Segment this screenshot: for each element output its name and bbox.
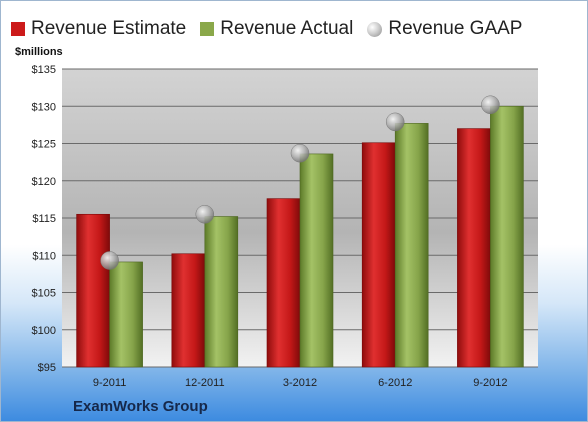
- y-tick-label: $115: [32, 213, 56, 225]
- bar-estimate: [266, 198, 301, 368]
- y-tick-label: $105: [32, 288, 56, 300]
- bar-actual: [394, 123, 429, 368]
- bar-actual: [299, 153, 334, 368]
- y-tick-label: $130: [32, 101, 56, 113]
- legend-label-actual: Revenue Actual: [220, 18, 354, 39]
- gaap-marker: [290, 143, 310, 163]
- gaap-markers: [100, 95, 500, 270]
- bars: [76, 105, 524, 368]
- x-tick-label: 12-2011: [185, 377, 225, 389]
- gaap-marker: [195, 205, 215, 224]
- gaap-marker: [481, 95, 500, 115]
- y-tick-label: $120: [32, 176, 56, 188]
- y-tick-label: $135: [32, 64, 56, 76]
- legend-swatch-actual: [200, 22, 215, 36]
- legend-label-gaap: Revenue GAAP: [388, 18, 523, 39]
- x-tick-label: 9-2011: [93, 377, 126, 389]
- bar-estimate: [76, 213, 110, 368]
- bar-estimate: [361, 142, 396, 368]
- bar-actual: [490, 105, 524, 368]
- x-tick-label: 9-2012: [473, 377, 507, 389]
- legend: Revenue Estimate Revenue Actual Revenue …: [11, 15, 536, 43]
- legend-marker-gaap: [367, 21, 383, 37]
- bar-estimate: [457, 128, 491, 368]
- y-axis-ticks: $95 $100 $105 $110 $115 $120 $125 $130 $135: [32, 64, 56, 374]
- bar-actual: [109, 261, 143, 368]
- company-name: ExamWorks Group: [73, 398, 208, 415]
- legend-label-estimate: Revenue Estimate: [31, 18, 187, 39]
- y-tick-label: $100: [32, 325, 56, 337]
- bar-actual: [204, 216, 239, 368]
- legend-item-gaap: Revenue GAAP: [367, 18, 522, 40]
- x-tick-label: 6-2012: [378, 377, 412, 389]
- y-axis-unit-label: $millions: [15, 46, 63, 58]
- y-tick-label: $125: [32, 139, 56, 151]
- x-tick-label: 3-2012: [283, 377, 317, 389]
- x-axis-ticks: 9-2011 12-2011 3-2012 6-2012 9-2012: [93, 377, 508, 389]
- y-tick-label: $110: [32, 250, 56, 262]
- legend-item-actual: Revenue Actual: [200, 18, 353, 40]
- gaap-marker: [385, 112, 405, 132]
- bar-estimate: [171, 253, 206, 368]
- legend-item-estimate: Revenue Estimate: [11, 18, 186, 40]
- y-tick-label: $95: [38, 362, 56, 374]
- gaap-marker: [100, 251, 119, 270]
- legend-swatch-estimate: [11, 22, 25, 36]
